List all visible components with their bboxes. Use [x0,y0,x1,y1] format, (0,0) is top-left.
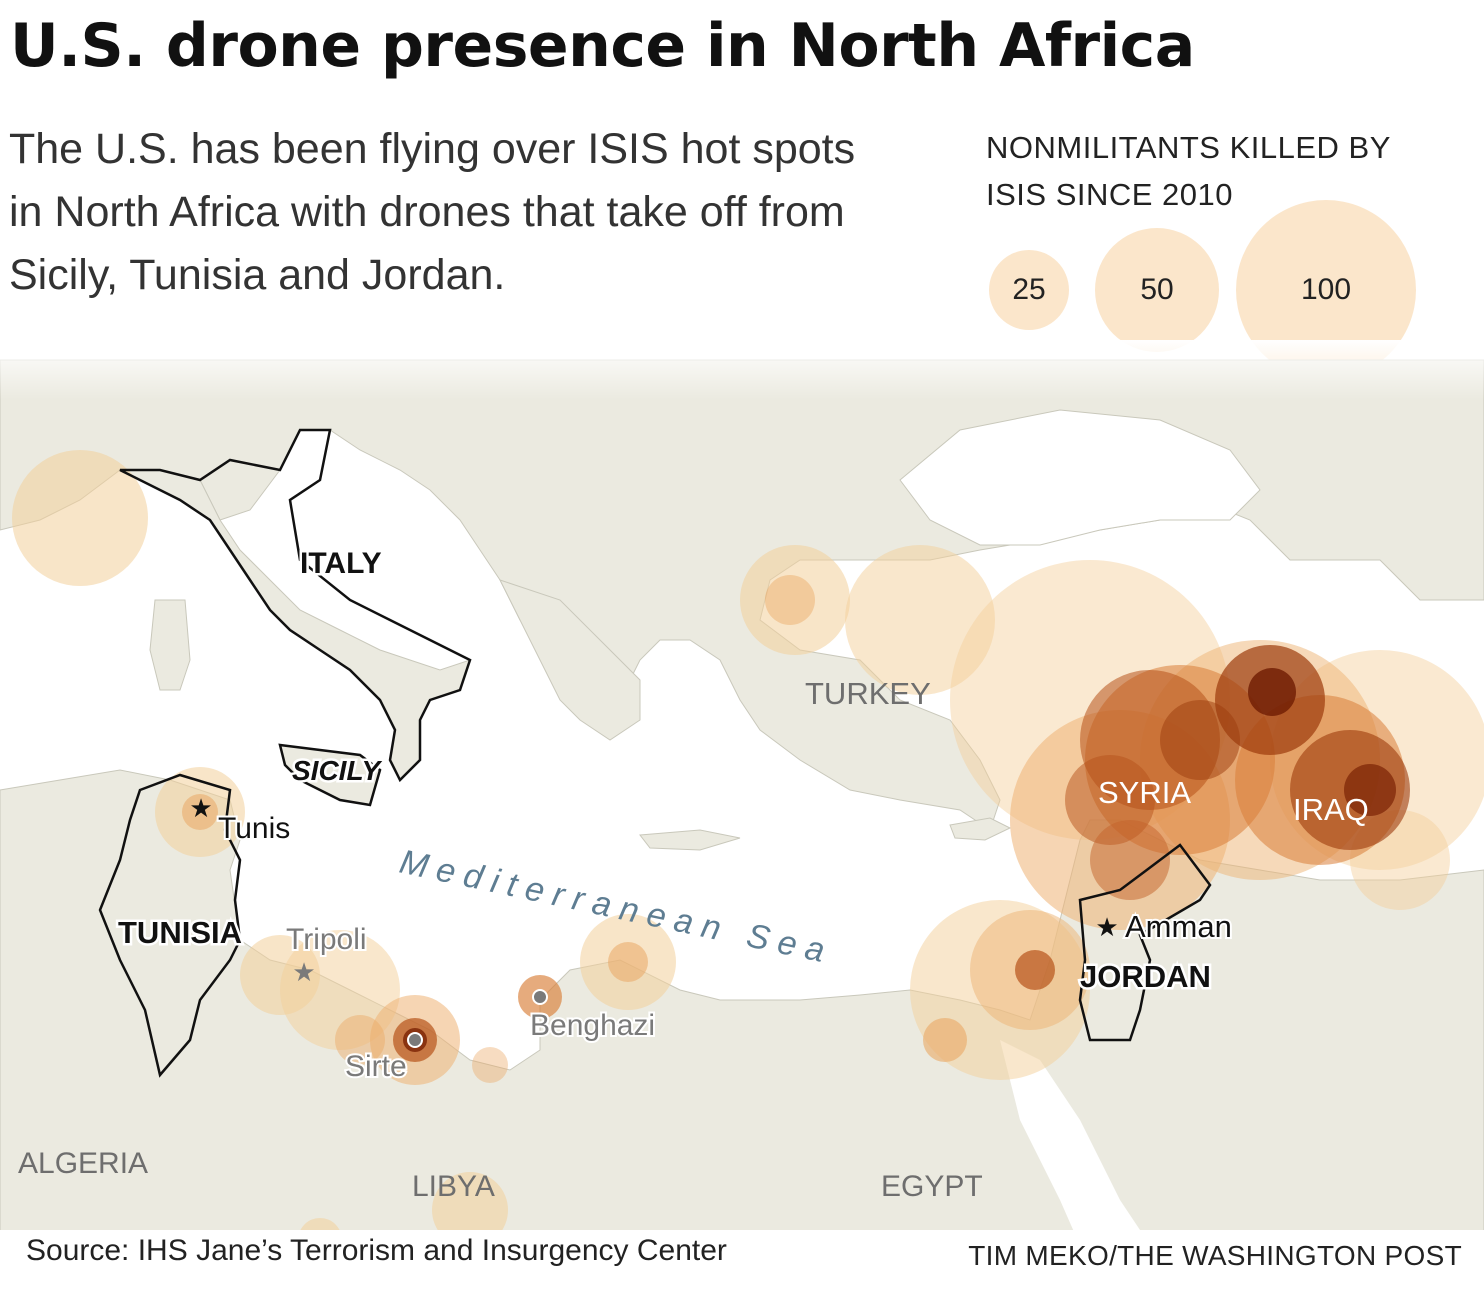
casualty-bubbles [12,450,1484,1230]
sicily-label: SICILY [292,755,382,786]
map-subtitle: The U.S. has been flying over ISIS hot s… [9,125,856,299]
black-sea [899,409,1261,546]
tunisia-outline [98,773,242,1078]
city-markers: ★ ★ ★ [189,793,1119,1048]
italy-outline [119,428,472,783]
tunisia-label: TUNISIA [118,915,242,950]
jordan-label: JORDAN [1080,959,1211,994]
syria-label: SYRIA [1098,775,1191,810]
legend-label-25: 25 [1012,273,1046,306]
sirte-dot-icon [407,1032,423,1048]
map-title: U.S. drone presence in North Africa [10,11,1195,81]
legend-label-50: 50 [1140,273,1174,306]
amman-star-icon: ★ [1095,912,1118,942]
iraq-label: IRAQ [1293,792,1369,827]
map: ★ ★ ★ ITALY SICILY TUNISIA JORDAN TURKEY… [0,340,1484,1230]
benghazi-dot-icon [532,989,548,1005]
sicily-outline [278,743,382,807]
legend-label-100: 100 [1300,273,1352,306]
italy-label: ITALY [300,547,382,580]
legend-circle-25: 25 [989,250,1069,330]
tunis-label: Tunis [218,812,290,845]
amman-label: Amman [1125,909,1232,944]
turkey-label: TURKEY [805,676,931,711]
legend-title: NONMILITANTS KILLED BY ISIS SINCE 2010 [986,130,1391,212]
tripoli-label: Tripoli [286,923,367,956]
libya-label: LIBYA [412,1170,495,1203]
credit-line: TIM MEKO/THE WASHINGTON POST [968,1240,1462,1271]
tunis-star-icon: ★ [189,793,212,823]
egypt-label: EGYPT [881,1170,983,1203]
legend-circle-50: 50 [1095,228,1219,352]
tripoli-star-icon: ★ [292,957,315,987]
country-outlines [98,428,1212,1078]
jordan-outline [1078,843,1212,1042]
city-labels: Tunis Tripoli Sirte Benghazi Amman [216,810,1234,1085]
source-note: Source: IHS Jane’s Terrorism and Insurge… [26,1234,727,1267]
sirte-label: Sirte [345,1050,407,1083]
benghazi-label: Benghazi [530,1009,655,1042]
algeria-label: ALGERIA [18,1147,148,1180]
